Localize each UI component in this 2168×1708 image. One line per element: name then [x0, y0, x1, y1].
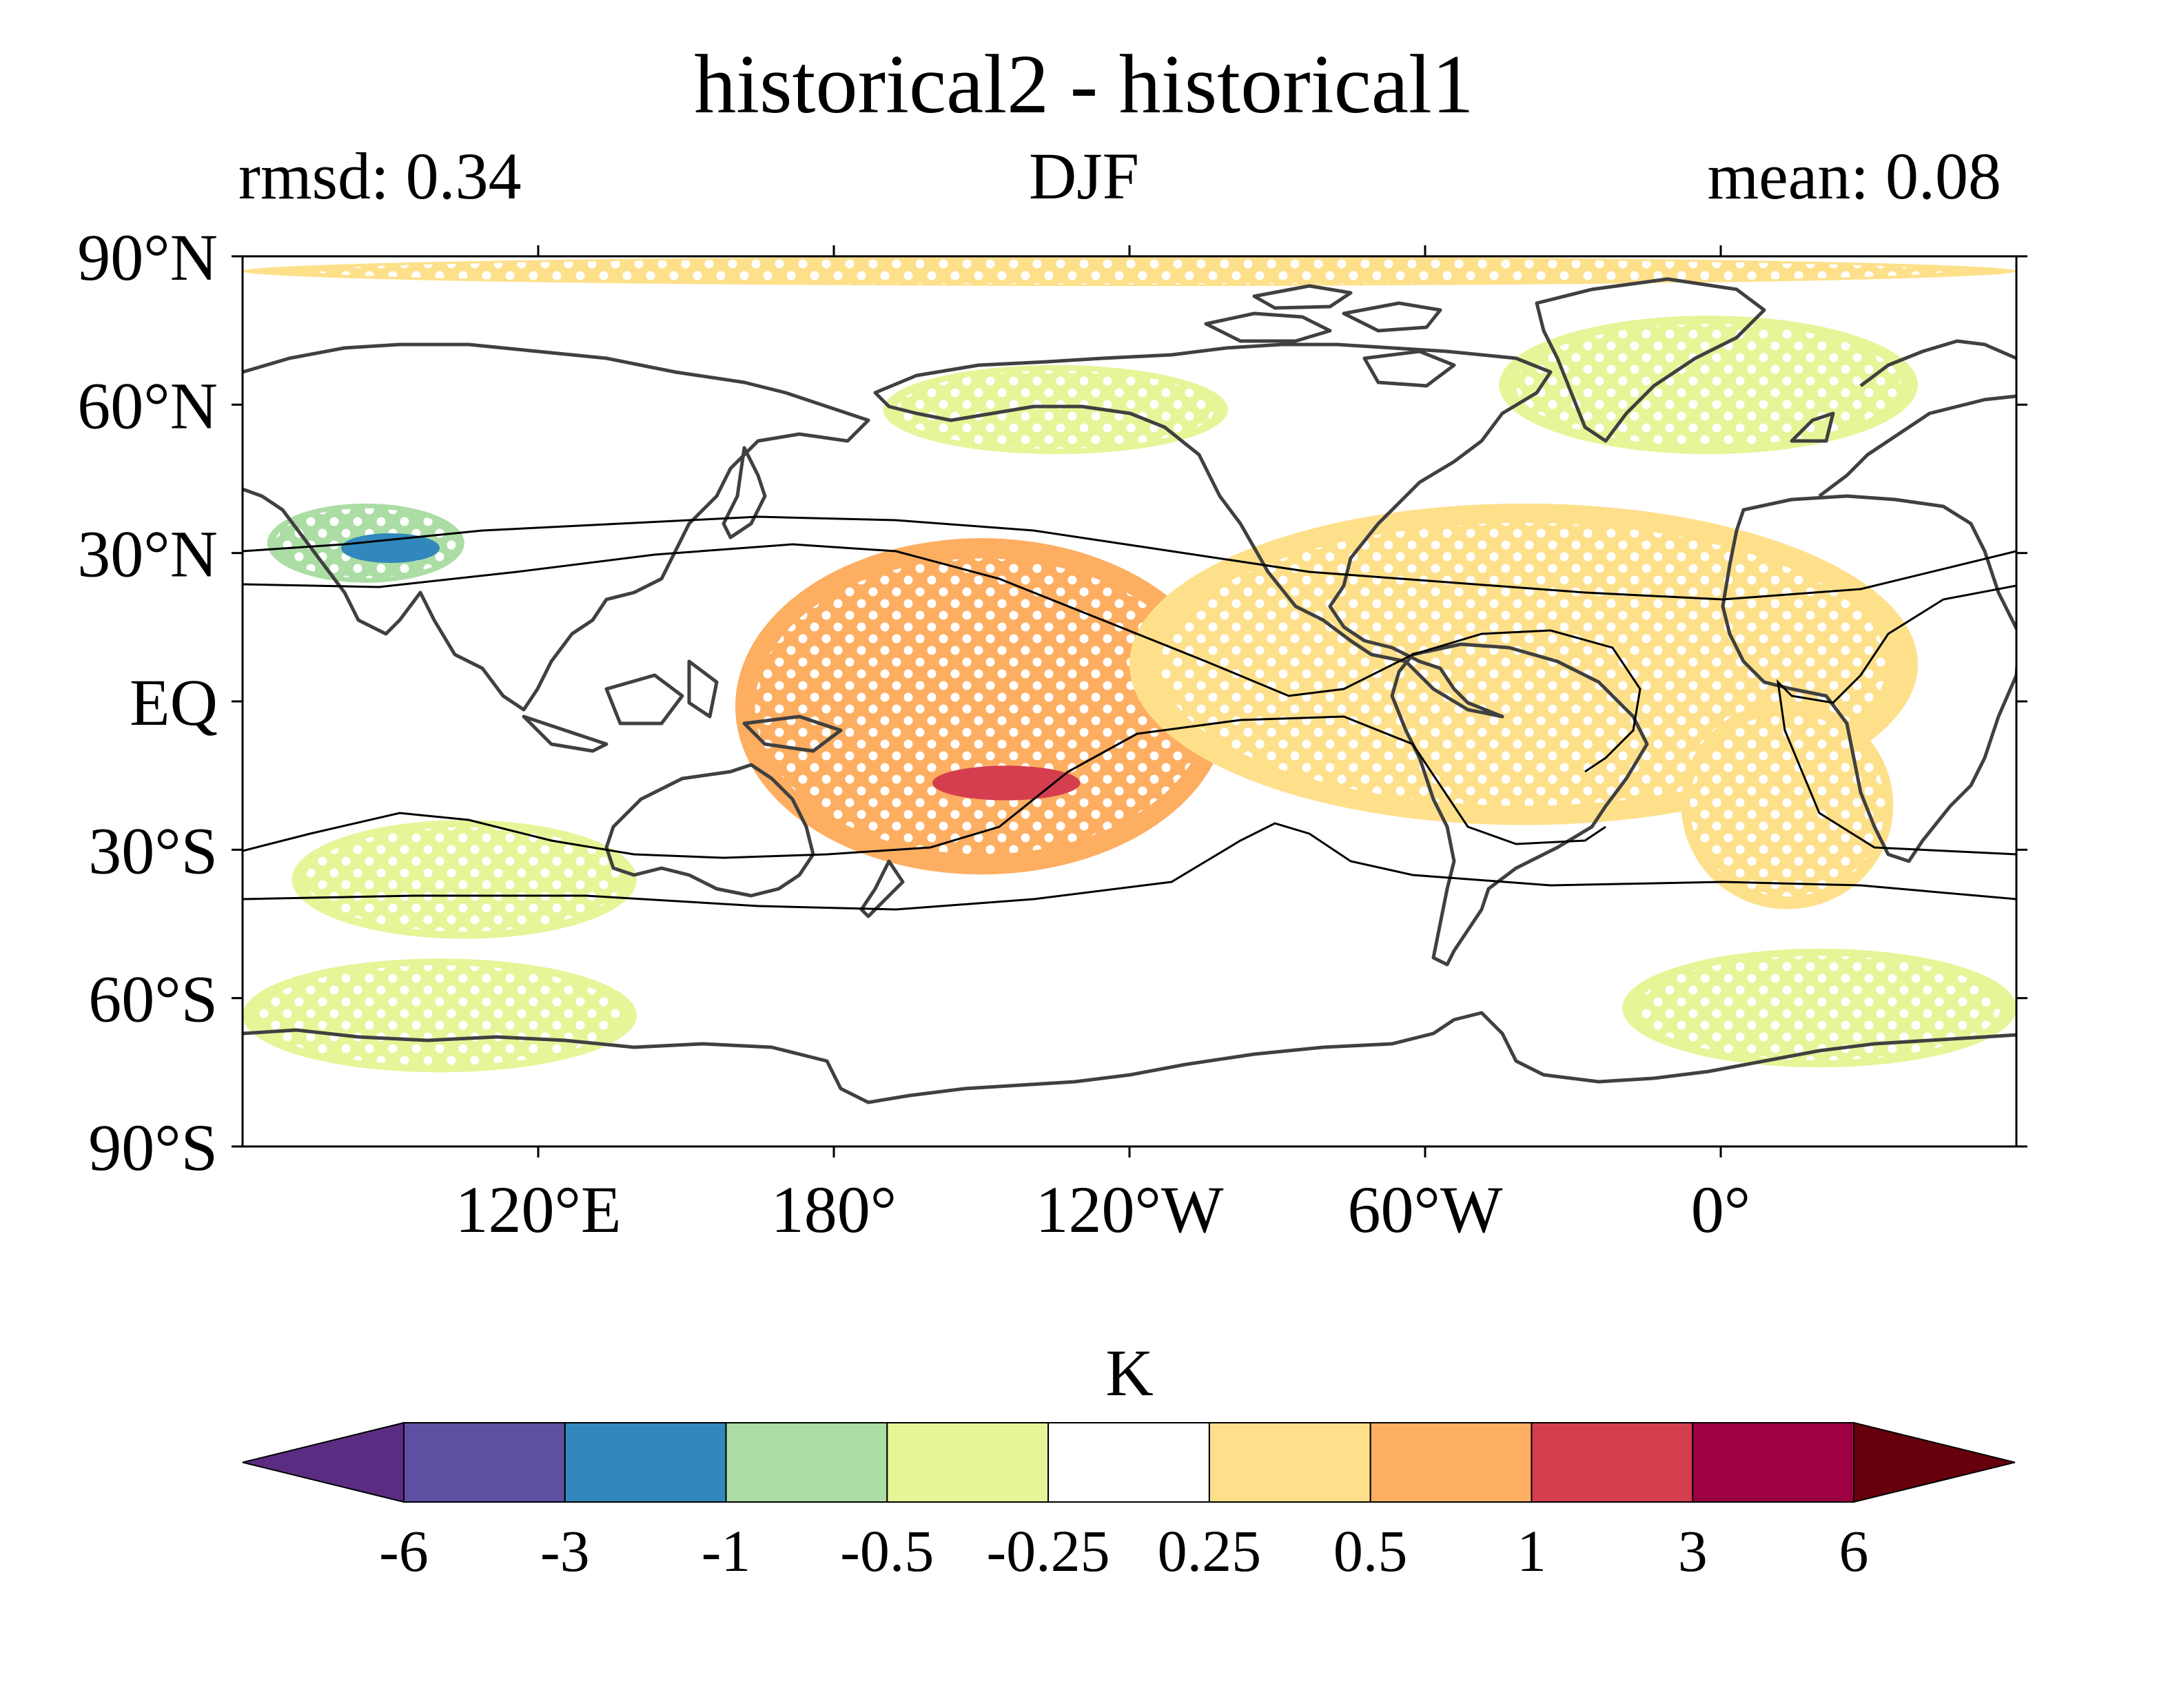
colorbar-label: K: [1105, 1336, 1153, 1410]
coastline-japan: [722, 446, 767, 539]
coastline-south-america: [1390, 642, 1649, 967]
colorbar-tick-label: 6: [1839, 1518, 1869, 1584]
coastline-maritime-continent: [522, 659, 843, 753]
stipple-north-pole-band: [313, 258, 1946, 285]
y-tick-label: 60°N: [77, 369, 218, 442]
colorbar-over-arrow: [1853, 1421, 2016, 1503]
coastline-europe: [1790, 339, 2016, 497]
stipple-southern-ocean-cold-east: [1637, 956, 2001, 1060]
y-tick-label: 90°N: [77, 220, 218, 294]
stipple-central-pacific-warm: [755, 558, 1209, 854]
rmsd-annotation: rmsd: 0.34: [238, 139, 522, 213]
coastline-north-america: [873, 342, 1553, 719]
colorbar-box: [1208, 1422, 1371, 1503]
coastline-new-zealand: [859, 859, 905, 918]
anomaly-central-pacific-warm-core: [932, 765, 1081, 801]
stipple-southern-ocean-cold-west: [258, 965, 622, 1066]
stipple-atlantic-warm: [1160, 522, 1887, 806]
colorbar-under-arrow: [242, 1421, 405, 1503]
coastlines: [243, 277, 2016, 1104]
colorbar-tick-label: -0.25: [987, 1518, 1110, 1584]
colorbar-tick-label: 0.5: [1333, 1518, 1408, 1584]
colorbar-box: [886, 1422, 1050, 1503]
mean-annotation: mean: 0.08: [1707, 139, 2001, 213]
y-tick-label: 30°N: [77, 517, 218, 591]
coastline-africa: [1721, 494, 2016, 863]
colorbar-box: [1047, 1422, 1210, 1503]
colorbar: K -6 -3 -1 -0.5 -0.25 0.25 0.5 1 3 6: [242, 1336, 2016, 1584]
season-annotation: DJF: [1028, 139, 1140, 213]
coastline-greenland: [1535, 277, 1766, 443]
x-tick-label: 60°W: [1348, 1173, 1503, 1246]
colorbar-box: [1692, 1422, 1854, 1503]
stipple-australia-cold: [305, 827, 623, 932]
colorbar-boxes: [242, 1421, 2016, 1503]
stipple-south-atlantic-africa-warm: [1690, 714, 1885, 897]
contour-northern-inner: [243, 543, 2016, 856]
colorbar-tick-label: -3: [540, 1518, 590, 1584]
map-tick-labels: 120°E 180° 120°W 60°W 0° 90°N 60°N 30°N EQ 30°S 60…: [77, 220, 1750, 1246]
colorbar-box: [564, 1422, 727, 1503]
coastline-australia: [604, 763, 815, 898]
coastline-asia: [243, 342, 870, 712]
colorbar-tick-labels: -6 -3 -1 -0.5 -0.25 0.25 0.5 1 3 6: [379, 1518, 1868, 1584]
y-tick-label: 30°S: [88, 814, 218, 887]
contour-southern-outer: [243, 822, 2016, 911]
colorbar-tick-label: 0.25: [1158, 1518, 1262, 1584]
colorbar-tick-label: -0.5: [840, 1518, 934, 1584]
y-tick-label: EQ: [130, 666, 218, 739]
y-tick-label: 90°S: [88, 1111, 218, 1184]
colorbar-box: [1369, 1422, 1533, 1503]
colorbar-tick-label: 1: [1517, 1518, 1546, 1584]
y-tick-label: 60°S: [88, 963, 218, 1036]
colorbar-box: [725, 1422, 888, 1503]
map-area: 120°E 180° 120°W 60°W 0° 90°N 60°N 30°N EQ 30°S 60…: [77, 220, 2027, 1246]
colorbar-box: [403, 1422, 566, 1503]
colorbar-tick-label: 3: [1678, 1518, 1708, 1584]
stipple-north-pacific-cool: [897, 370, 1214, 449]
contour-southern: [243, 715, 1606, 859]
x-tick-label: 120°W: [1036, 1173, 1224, 1246]
anomaly-layer: [243, 256, 2016, 1073]
colorbar-tick-label: -1: [702, 1518, 751, 1584]
colorbar-box: [1531, 1422, 1694, 1503]
map-ticks: [232, 245, 2027, 1157]
x-tick-label: 0°: [1691, 1173, 1750, 1246]
x-tick-label: 180°: [771, 1173, 897, 1246]
coastline-antarctica: [243, 1011, 2016, 1104]
anomaly-tibet-cold-core: [341, 533, 440, 564]
contour-northern: [243, 515, 2016, 601]
colorbar-tick-label: -6: [379, 1518, 429, 1584]
x-tick-label: 120°E: [455, 1173, 621, 1246]
coastline-arctic-islands: [1204, 284, 1456, 388]
climatology-contours: [243, 515, 2016, 911]
chart-title: historical2 - historical1: [694, 38, 1474, 131]
stipple-greenland-cool: [1515, 324, 1901, 446]
